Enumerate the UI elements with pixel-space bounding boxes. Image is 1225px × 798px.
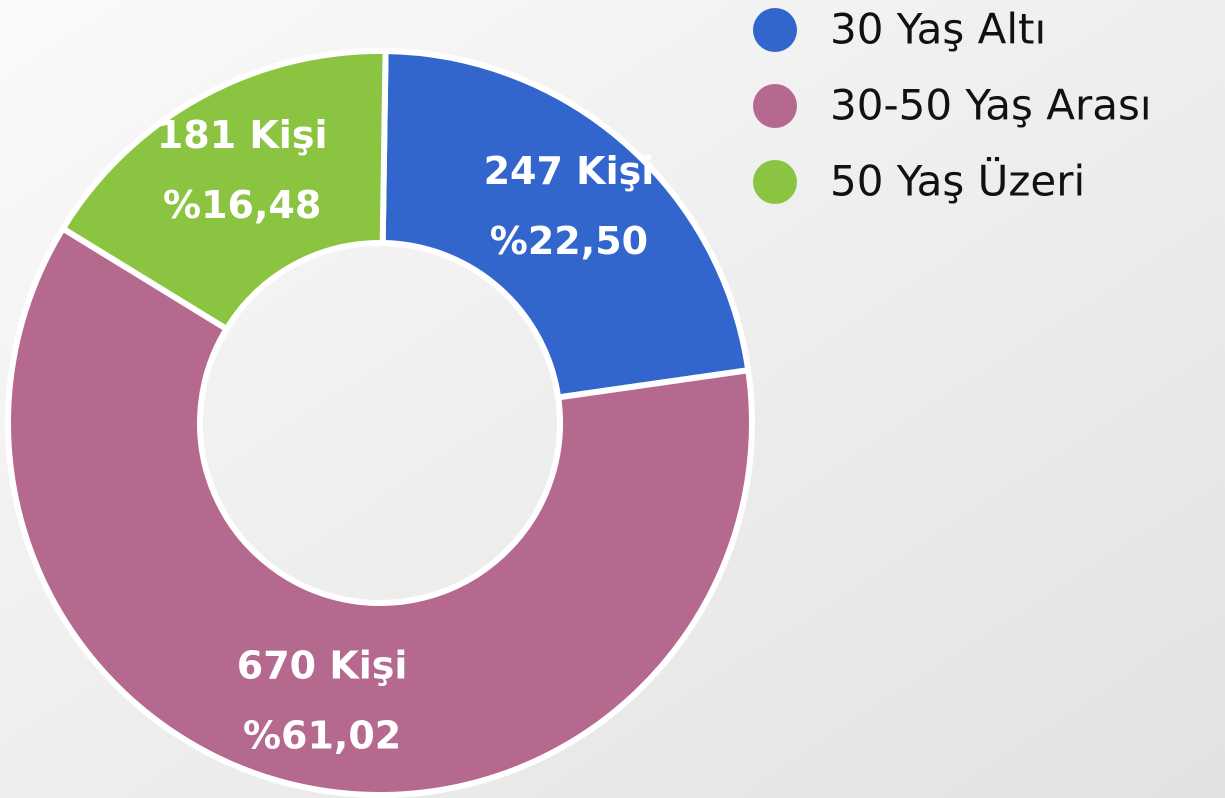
legend-swatch <box>753 84 797 128</box>
value-label: 181 Kişi <box>157 113 328 157</box>
legend-label: 30 Yaş Altı <box>830 5 1046 54</box>
legend-swatch <box>753 8 797 52</box>
legend-label: 50 Yaş Üzeri <box>830 156 1085 206</box>
percentage-label: %22,50 <box>490 219 648 263</box>
donut-slice <box>379 47 752 401</box>
value-label: 247 Kişi <box>484 149 655 193</box>
legend-swatch <box>753 160 797 204</box>
legend-label: 30-50 Yaş Arası <box>830 81 1152 130</box>
donut-slice <box>5 224 755 798</box>
donut-slice <box>58 48 389 334</box>
value-label: 670 Kişi <box>237 644 408 688</box>
percentage-label: %61,02 <box>243 714 401 758</box>
percentage-label: %16,48 <box>163 183 321 227</box>
